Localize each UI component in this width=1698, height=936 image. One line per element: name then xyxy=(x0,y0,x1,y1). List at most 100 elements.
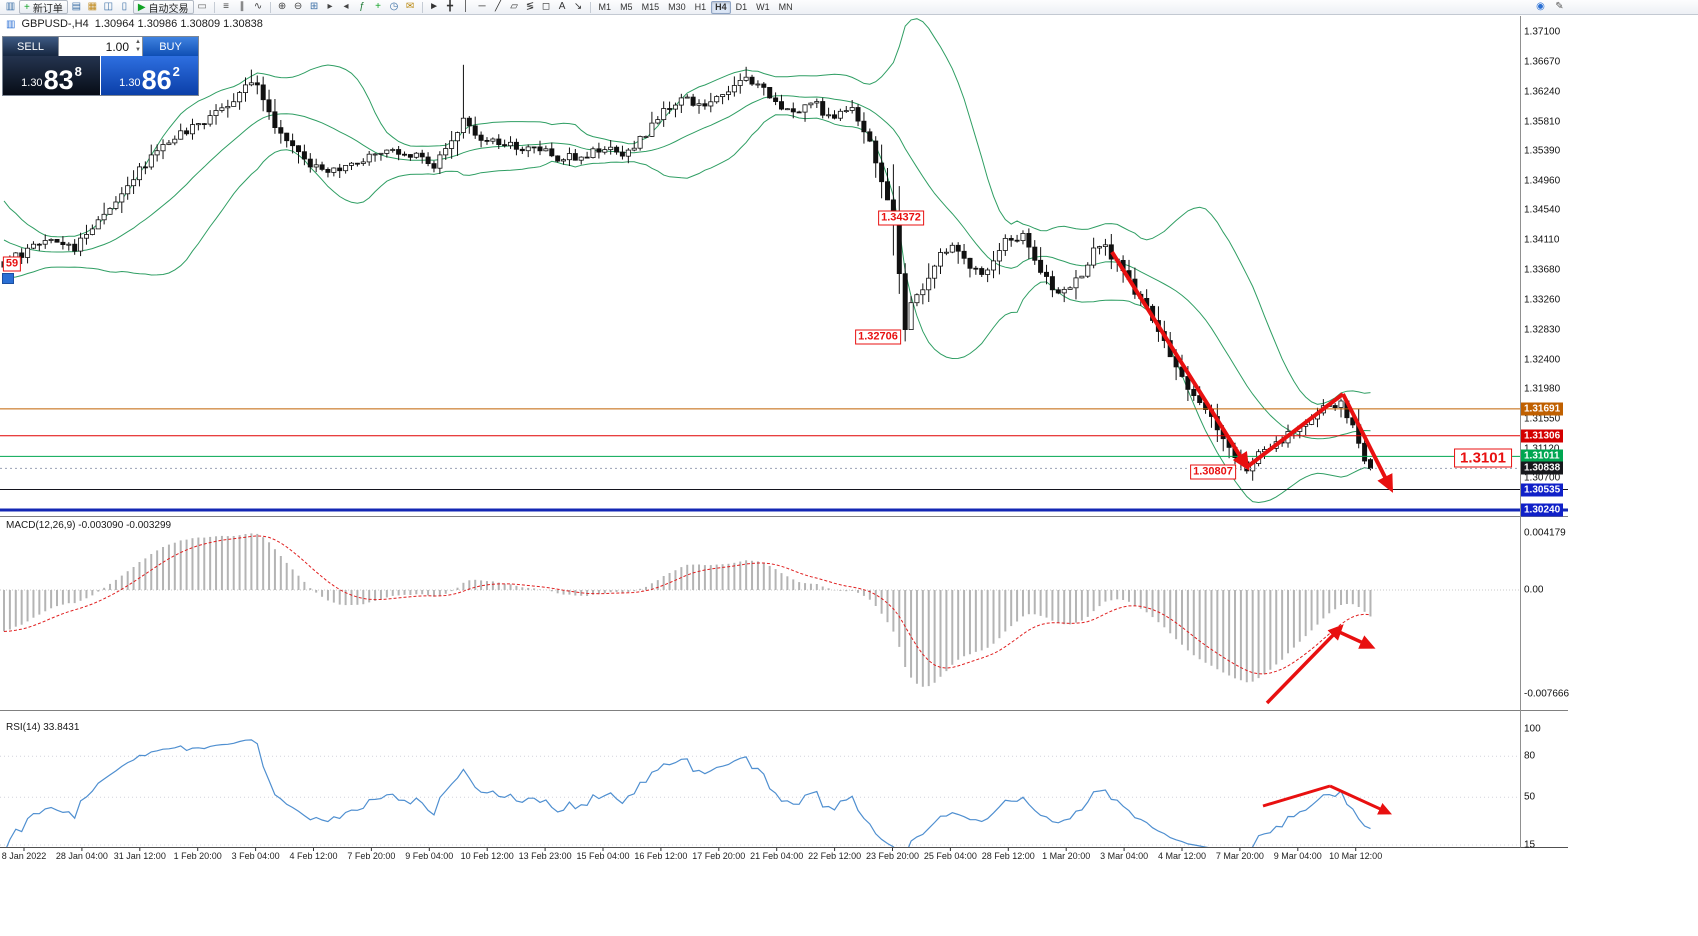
lot-size-value: 1.00 xyxy=(105,39,129,54)
zoom-out-icon[interactable]: ⊖ xyxy=(293,1,303,12)
add-indicator-icon[interactable]: + xyxy=(375,1,381,12)
terminal-icon[interactable]: ▭ xyxy=(197,1,207,12)
data-window-icon[interactable]: ◫ xyxy=(103,1,114,12)
arrow-object-icon[interactable]: ↘ xyxy=(573,1,583,12)
price-tick: 1.31980 xyxy=(1524,383,1561,395)
buy-price-small: 1.30 xyxy=(119,77,141,89)
new-chart-icon[interactable]: ▥ xyxy=(5,1,16,12)
chart-shift-icon[interactable]: ◂ xyxy=(343,1,349,12)
time-label: 1 Feb 20:00 xyxy=(173,851,222,861)
toolbar-separator xyxy=(589,1,591,13)
vertical-line-icon[interactable]: │ xyxy=(462,1,470,12)
toolbar: ▥ + 新订单 ▤ ▦ ◫ ▯ ▶ 自动交易 ▭ ≡ ∥ ∿ ⊕ ⊖ ⊞ ▸ ◂ ƒ + ◷ ✉ ► ╋ │ ─ ╱ ▱ ≶ ◻ A ↘ M1 M… xyxy=(0,0,1698,15)
timeframe-D1[interactable]: D1 xyxy=(735,2,748,12)
sell-price-panel[interactable]: 1.30 83 8 xyxy=(3,56,100,95)
rsi-axis-value: 80 xyxy=(1524,750,1536,762)
trend-arrow[interactable] xyxy=(1110,250,1250,471)
text-label-icon[interactable]: A xyxy=(558,1,566,12)
buy-price-sup: 2 xyxy=(172,64,180,79)
sell-price-sup: 8 xyxy=(74,64,82,79)
horizontal-line-icon[interactable]: ─ xyxy=(478,1,486,12)
trend-arrow[interactable] xyxy=(1265,624,1344,705)
time-label: 4 Feb 12:00 xyxy=(289,851,338,861)
new-order-icon: + xyxy=(24,1,30,13)
timeframe-H1[interactable]: H1 xyxy=(694,2,707,12)
chart-profile-icon[interactable]: ◉ xyxy=(1536,1,1545,12)
crosshair-icon[interactable]: ╋ xyxy=(447,1,454,12)
navigator-icon[interactable]: ▯ xyxy=(121,1,128,12)
sell-button[interactable]: SELL xyxy=(3,37,58,56)
time-label: 1 Mar 20:00 xyxy=(1042,851,1091,861)
buy-price-big: 86 xyxy=(141,65,172,96)
timeframe-H4[interactable]: H4 xyxy=(711,0,731,14)
autotrading-button[interactable]: ▶ 自动交易 xyxy=(132,0,194,15)
price-tick: 1.36240 xyxy=(1524,86,1561,98)
buy-price-panel[interactable]: 1.30 86 2 xyxy=(101,56,198,95)
macd-signal-line xyxy=(3,535,1371,675)
price-tick: 1.35390 xyxy=(1524,145,1561,157)
autotrading-icon: ▶ xyxy=(137,1,146,13)
zoom-in-icon[interactable]: ⊕ xyxy=(277,1,287,12)
time-label: 9 Mar 04:00 xyxy=(1273,851,1322,861)
price-tick: 1.35810 xyxy=(1524,116,1561,128)
line-chart-icon[interactable]: ∿ xyxy=(253,1,263,12)
macd-axis-value: 0.004179 xyxy=(1524,527,1566,539)
trend-arrow[interactable] xyxy=(1341,393,1393,493)
timeframe-MN[interactable]: MN xyxy=(778,2,793,12)
time-label: 13 Feb 23:00 xyxy=(518,851,572,861)
period-icon[interactable]: ◷ xyxy=(389,1,399,12)
time-label: 17 Feb 20:00 xyxy=(692,851,746,861)
timeframe-M1[interactable]: M1 xyxy=(598,2,612,12)
chart-windows-icon[interactable]: ▤ xyxy=(71,1,82,12)
lot-size-input[interactable]: 1.00 ▲ ▼ xyxy=(58,37,143,56)
buy-button[interactable]: BUY xyxy=(143,37,198,56)
rsi-axis-value: 50 xyxy=(1524,791,1536,803)
trendline-icon[interactable]: ╱ xyxy=(495,1,502,12)
time-label: 22 Feb 12:00 xyxy=(808,851,862,861)
time-label: 9 Feb 04:00 xyxy=(405,851,454,861)
candlestick-chart-icon[interactable]: ∥ xyxy=(239,1,245,12)
indicators-icon[interactable]: ƒ xyxy=(359,1,365,12)
timeframe-M15[interactable]: M15 xyxy=(641,2,660,12)
trend-arrow[interactable] xyxy=(1336,629,1376,649)
edit-pencil-icon[interactable]: ✎ xyxy=(1555,1,1564,12)
price-badge: 1.30838 xyxy=(1521,461,1564,475)
channel-icon[interactable]: ▱ xyxy=(510,1,518,12)
price-badge: 1.31011 xyxy=(1521,449,1563,463)
price-annotation: 1.30807 xyxy=(1190,464,1236,480)
lot-spinner[interactable]: ▲ ▼ xyxy=(135,39,141,53)
bb-lower-band xyxy=(3,114,1371,504)
time-label: 16 Feb 12:00 xyxy=(634,851,688,861)
new-order-button[interactable]: + 新订单 xyxy=(19,0,68,15)
time-label: 28 Jan 04:00 xyxy=(55,851,108,861)
timeframe-M5[interactable]: M5 xyxy=(620,2,633,12)
bar-chart-icon[interactable]: ≡ xyxy=(223,1,229,12)
time-label: 25 Feb 04:00 xyxy=(923,851,977,861)
timeframe-W1[interactable]: W1 xyxy=(756,2,770,12)
auto-scroll-icon[interactable]: ▸ xyxy=(327,1,333,12)
price-tick: 1.33260 xyxy=(1524,294,1561,306)
mail-icon[interactable]: ✉ xyxy=(405,1,415,12)
macd-panel xyxy=(0,533,1520,687)
price-annotation: 1.32706 xyxy=(855,329,901,345)
time-label: 7 Feb 20:00 xyxy=(347,851,396,861)
bollinger-bands xyxy=(3,18,1371,504)
toolbar-separator xyxy=(269,1,271,13)
cursor-icon[interactable]: ► xyxy=(429,1,439,12)
chart-header: ▥ GBPUSD-,H4 1.30964 1.30986 1.30809 1.3… xyxy=(6,18,263,30)
macd-label: MACD(12,26,9) -0.003090 -0.003299 xyxy=(6,520,172,531)
trend-arrow[interactable] xyxy=(1262,784,1331,808)
sell-price-big: 83 xyxy=(43,65,74,96)
time-label: 31 Jan 12:00 xyxy=(113,851,166,861)
trend-arrow[interactable] xyxy=(1245,392,1345,469)
fibonacci-icon[interactable]: ≶ xyxy=(525,1,535,12)
time-label: 3 Mar 04:00 xyxy=(1100,851,1149,861)
shapes-icon[interactable]: ◻ xyxy=(541,1,551,12)
trend-arrow[interactable] xyxy=(1329,784,1393,815)
price-tick: 1.33680 xyxy=(1524,264,1561,276)
tile-windows-icon[interactable]: ⊞ xyxy=(309,1,319,12)
timeframe-M30[interactable]: M30 xyxy=(668,2,686,12)
autotrading-button-label: 自动交易 xyxy=(148,3,189,15)
market-watch-icon[interactable]: ▦ xyxy=(87,1,98,12)
